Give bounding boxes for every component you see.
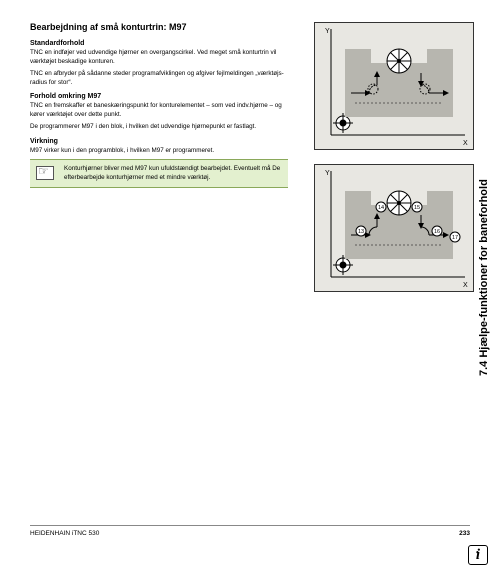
para: De programmerer M97 i den blok, i hvilke… bbox=[30, 123, 288, 132]
node-13: 13 bbox=[356, 226, 366, 236]
para: TNC en afbryder på sådanne steder progra… bbox=[30, 70, 288, 87]
heading-standard: Standardforhold bbox=[30, 40, 288, 47]
text-column: Bearbejdning af små konturtrin: M97 Stan… bbox=[30, 22, 288, 188]
diagram-bottom: Y X bbox=[314, 164, 474, 292]
node-17: 17 bbox=[450, 232, 460, 242]
axis-x-label: X bbox=[463, 140, 468, 147]
diagram-top: Y X bbox=[314, 22, 474, 150]
footer-page-number: 233 bbox=[459, 530, 470, 537]
page-footer: HEIDENHAIN iTNC 530 233 bbox=[30, 525, 470, 537]
footer-left: HEIDENHAIN iTNC 530 bbox=[30, 530, 99, 537]
svg-text:X: X bbox=[463, 282, 468, 289]
svg-text:16: 16 bbox=[434, 229, 440, 235]
note-box: Konturhjørner bliver med M97 kun ufuldst… bbox=[30, 159, 288, 188]
heading-m97: Forhold omkring M97 bbox=[30, 93, 288, 100]
node-16: 16 bbox=[432, 226, 442, 236]
svg-text:17: 17 bbox=[452, 235, 458, 241]
axis-y-label: Y bbox=[325, 28, 330, 35]
diagram-column: Y X bbox=[314, 22, 474, 306]
svg-text:15: 15 bbox=[414, 205, 420, 211]
node-15: 15 bbox=[412, 202, 422, 212]
info-icon: i bbox=[468, 545, 488, 565]
section-side-label: 7.4 Hjælpe-funktioner for baneforhold bbox=[478, 16, 496, 376]
para: M97 virker kun i den programblok, i hvil… bbox=[30, 147, 288, 156]
svg-text:14: 14 bbox=[378, 205, 384, 211]
heading-virkning: Virkning bbox=[30, 138, 288, 145]
page-title: Bearbejdning af små konturtrin: M97 bbox=[30, 22, 288, 32]
para: TNC en fremskaffer et baneskæringspunkt … bbox=[30, 102, 288, 119]
para: TNC en indføjer ved udvendige hjørner en… bbox=[30, 49, 288, 66]
hand-icon bbox=[36, 166, 54, 180]
node-14: 14 bbox=[376, 202, 386, 212]
note-text: Konturhjørner bliver med M97 kun ufuldst… bbox=[64, 165, 282, 182]
svg-text:13: 13 bbox=[358, 229, 364, 235]
svg-text:Y: Y bbox=[325, 170, 330, 177]
